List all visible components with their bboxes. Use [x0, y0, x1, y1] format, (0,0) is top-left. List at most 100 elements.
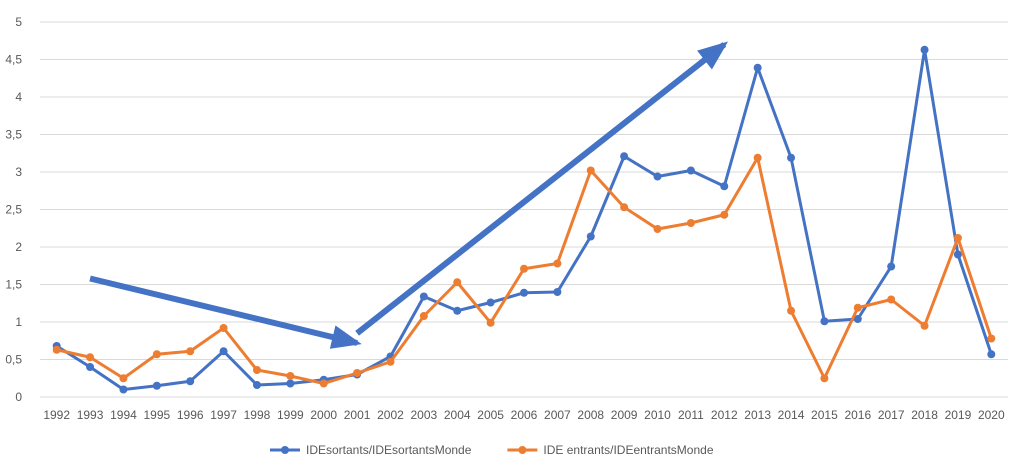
data-point — [386, 357, 395, 366]
x-tick-label: 2014 — [778, 408, 805, 422]
data-point — [152, 350, 161, 359]
legend-label: IDEsortants/IDEsortantsMonde — [306, 443, 472, 457]
data-point — [686, 219, 695, 227]
data-point — [186, 377, 195, 386]
data-point — [787, 306, 796, 315]
data-point — [419, 312, 428, 320]
x-tick-label: 2015 — [811, 408, 838, 422]
trend-arrow-1 — [89, 275, 362, 349]
x-tick-label: 1995 — [143, 408, 170, 422]
x-tick-label: 2010 — [644, 408, 671, 422]
data-point — [820, 374, 829, 383]
trend-arrow-2 — [355, 41, 729, 336]
legend-entry-2: IDE entrants/IDEentrantsMonde — [507, 443, 714, 457]
x-tick-label: 1992 — [43, 408, 70, 422]
data-point — [152, 381, 161, 390]
data-point — [653, 172, 662, 181]
data-point — [520, 264, 528, 273]
data-point — [553, 259, 562, 268]
x-tick-label: 1997 — [210, 408, 237, 422]
x-tick-label: 2004 — [444, 408, 471, 422]
data-point — [186, 347, 195, 356]
data-point — [686, 166, 695, 175]
data-point — [920, 321, 929, 330]
y-tick-label: 4,5 — [5, 53, 22, 67]
gridlines — [40, 21, 1008, 398]
y-tick-label: 2,5 — [5, 203, 22, 217]
y-axis-tick-labels: 0 0,5 1 1,5 2 2,5 3 3,5 4 4,5 5 — [5, 15, 22, 404]
data-point — [887, 262, 896, 271]
data-point — [586, 232, 595, 241]
data-point — [887, 295, 896, 304]
data-point — [953, 234, 962, 242]
x-tick-label: 1994 — [110, 408, 137, 422]
legend: IDEsortants/IDEsortantsMonde IDE entrants… — [270, 443, 714, 457]
x-tick-label: 2005 — [477, 408, 504, 422]
x-tick-label: 1998 — [244, 408, 271, 422]
y-tick-label: 3,5 — [5, 128, 22, 142]
data-point — [720, 210, 729, 219]
data-point — [853, 303, 862, 312]
data-point — [987, 350, 996, 359]
data-point — [953, 250, 962, 259]
data-point — [252, 381, 261, 389]
y-tick-label: 0 — [15, 390, 22, 404]
x-tick-label: 2019 — [945, 408, 972, 422]
data-point — [52, 345, 61, 354]
data-point — [453, 306, 462, 315]
data-point — [720, 182, 729, 191]
x-tick-label: 2013 — [744, 408, 771, 422]
data-point — [419, 292, 428, 301]
x-tick-label: 2006 — [511, 408, 538, 422]
series-1 — [52, 45, 996, 394]
x-tick-label: 2000 — [310, 408, 337, 422]
data-point — [820, 317, 829, 326]
data-point — [219, 324, 228, 332]
x-tick-label: 2007 — [544, 408, 571, 422]
data-point — [553, 288, 562, 296]
data-point — [486, 298, 495, 307]
data-point — [86, 353, 95, 362]
data-point — [453, 278, 462, 287]
data-point — [286, 372, 295, 380]
x-tick-label: 2003 — [411, 408, 438, 422]
legend-entry-1: IDEsortants/IDEsortantsMonde — [270, 443, 472, 457]
x-tick-label: 2017 — [878, 408, 905, 422]
legend-label: IDE entrants/IDEentrantsMonde — [543, 443, 713, 457]
data-point — [219, 347, 228, 356]
data-point — [119, 374, 128, 383]
x-tick-label: 1993 — [77, 408, 104, 422]
data-point — [286, 379, 295, 388]
series-2 — [52, 153, 996, 388]
x-tick-label: 2012 — [711, 408, 738, 422]
data-point — [853, 315, 862, 323]
x-tick-label: 1999 — [277, 408, 304, 422]
x-tick-label: 2008 — [577, 408, 604, 422]
x-axis-tick-labels: 1992 1993 1994 1995 1996 1997 1998 1999 2000 2001… — [43, 408, 1005, 422]
y-tick-label: 1,5 — [5, 278, 22, 292]
x-tick-label: 2009 — [611, 408, 638, 422]
legend-swatch-marker — [518, 446, 527, 454]
data-point — [586, 166, 595, 175]
x-tick-label: 2018 — [911, 408, 938, 422]
data-point — [353, 369, 362, 377]
data-series — [52, 45, 996, 394]
data-point — [920, 45, 929, 54]
x-tick-label: 2020 — [978, 408, 1005, 422]
x-tick-label: 1996 — [177, 408, 204, 422]
data-point — [319, 379, 328, 388]
trend-arrows — [89, 41, 729, 349]
data-point — [620, 203, 629, 212]
data-point — [252, 366, 261, 374]
y-tick-label: 0,5 — [5, 353, 22, 367]
data-point — [753, 153, 762, 162]
data-point — [486, 318, 495, 327]
x-tick-label: 2002 — [377, 408, 404, 422]
x-tick-label: 2016 — [844, 408, 871, 422]
data-point — [119, 385, 128, 394]
data-point — [753, 63, 762, 72]
legend-swatch-marker — [281, 446, 289, 454]
data-point — [86, 363, 95, 371]
data-point — [653, 225, 662, 233]
